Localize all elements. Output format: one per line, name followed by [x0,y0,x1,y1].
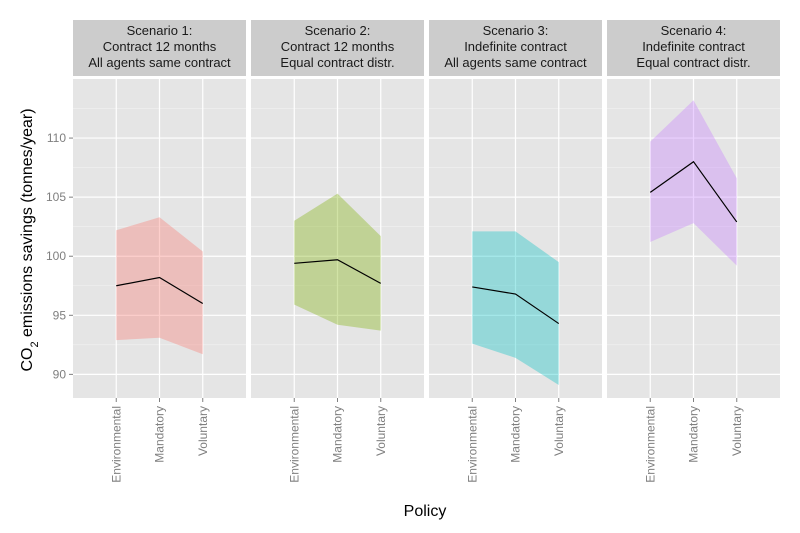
y-axis-title-subscript: 2 [29,341,41,347]
y-axis-title: CO2 emissions savings (tonnes/year) [19,108,41,371]
y-tick-label: 90 [53,367,67,381]
panel-title-line: Scenario 2: [305,23,371,38]
confidence-ribbon [650,100,737,266]
panel-title: Scenario 2: Contract 12 months Equal contr… [280,23,394,70]
x-tick-label: Voluntary [552,406,566,456]
x-tick-label: Environmental [465,406,479,483]
panel-title-line: Contract 12 months [281,39,395,54]
x-tick-label: Environmental [643,406,657,483]
x-tick-label: Environmental [287,406,301,483]
x-tick-label: Mandatory [153,406,167,463]
panel-title-line: Indefinite contract [464,39,567,54]
panel-title-line: All agents same contract [88,55,231,70]
y-axis-title-suffix: emissions savings (tonnes/year) [19,108,36,341]
panel-title-line: Equal contract distr. [280,55,394,70]
panel-strip [251,20,424,76]
mean-line [649,160,738,223]
panel-strip [429,20,602,76]
x-tick-label: Environmental [109,406,123,483]
x-tick-label: Voluntary [196,406,210,456]
confidence-ribbon [472,231,559,386]
x-tick-label: Voluntary [374,406,388,456]
y-tick-label: 110 [47,131,66,145]
x-tick-label: Mandatory [509,406,523,463]
panel-title: Scenario 1: Contract 12 months All agents … [88,23,231,70]
y-axis-title-prefix: CO [19,348,36,372]
x-tick-label: Mandatory [331,406,345,463]
x-tick-label: Voluntary [730,406,744,456]
panel-3: Scenario 3: Indefinite contract All agents… [429,20,602,483]
panel-strip [73,20,246,76]
panel-1: Scenario 1: Contract 12 months All agents … [73,20,246,483]
mean-line [294,259,382,284]
y-axis: 90 95 100 105 110 [46,131,73,381]
mean-line [116,276,204,304]
panel-title-line: Scenario 3: [483,23,549,38]
panel-title-line: Indefinite contract [642,39,745,54]
confidence-ribbon [116,217,203,355]
panel-title-line: Scenario 1: [127,23,193,38]
panel-title: Scenario 4: Indefinite contract Equal cont… [636,23,750,70]
panel-2: Scenario 2: Contract 12 months Equal contr… [251,20,424,483]
panel-title-line: Contract 12 months [103,39,217,54]
panel-title-line: All agents same contract [444,55,587,70]
panel-title-line: Scenario 4: [661,23,727,38]
x-axis-title: Policy [404,503,447,520]
confidence-ribbon [294,193,381,331]
panel-title-line: Equal contract distr. [636,55,750,70]
panel-4: Scenario 4: Indefinite contract Equal cont… [607,20,780,483]
panel-title: Scenario 3: Indefinite contract All agents… [444,23,587,70]
mean-line [472,286,560,325]
panel-strip [607,20,780,76]
y-tick-label: 105 [46,190,66,204]
x-tick-label: Mandatory [687,406,701,463]
y-tick-label: 95 [53,308,67,322]
y-tick-label: 100 [46,249,66,263]
